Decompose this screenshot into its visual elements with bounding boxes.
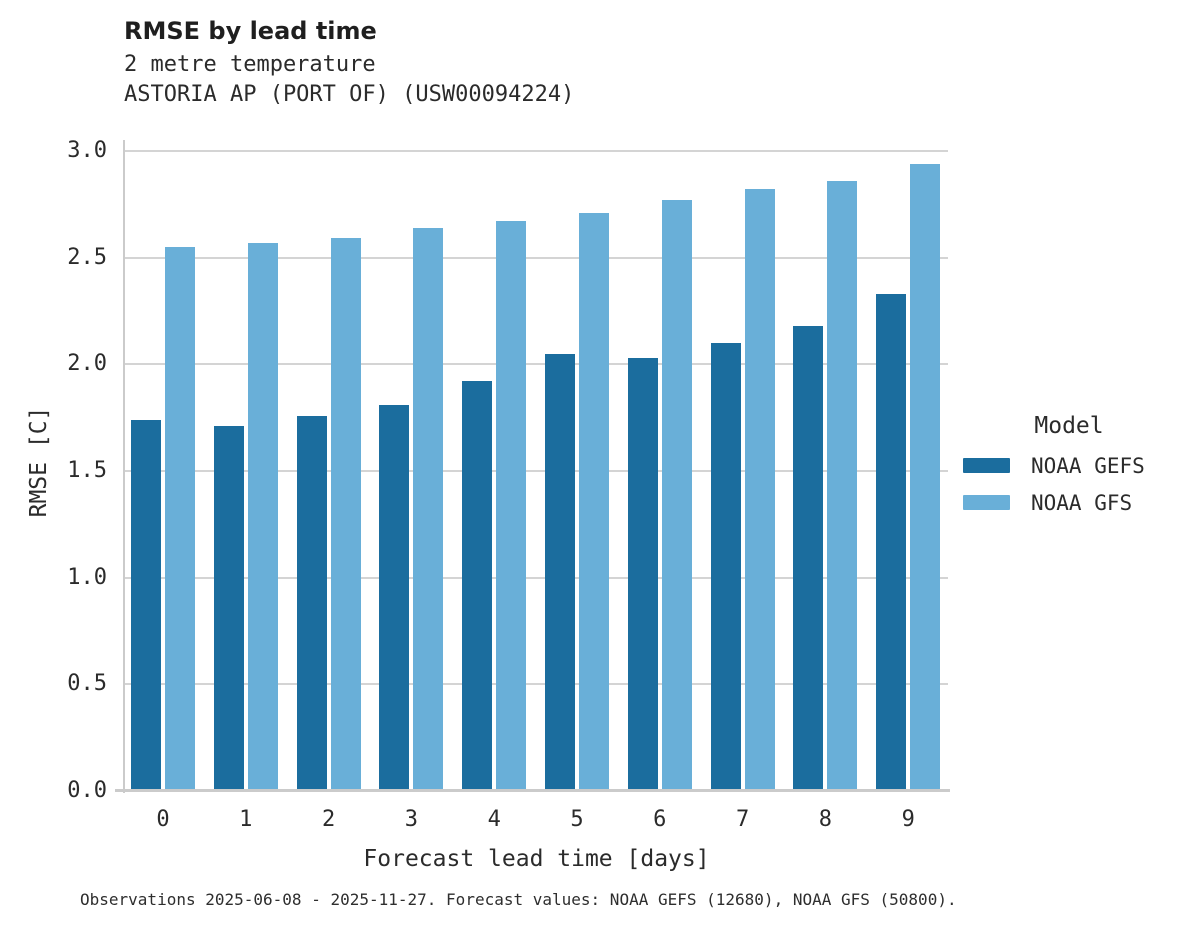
- x-tick-6: 6: [653, 807, 667, 832]
- x-tick-0: 0: [156, 807, 170, 832]
- gridline-y-2.0: [125, 363, 948, 366]
- legend-label-noaa-gefs: NOAA GEFS: [1031, 453, 1145, 478]
- gridline-y-0.5: [125, 683, 948, 686]
- bar-noaa-gfs-1: [247, 242, 278, 791]
- y-tick-3.0: 3.0: [67, 138, 107, 163]
- x-axis-spine: [115, 789, 950, 792]
- legend-title: Model: [1034, 413, 1104, 439]
- y-tick-1.0: 1.0: [67, 564, 107, 590]
- gridline-y-2.5: [125, 256, 948, 259]
- bar-noaa-gefs-6: [627, 357, 658, 791]
- x-tick-7: 7: [735, 807, 750, 832]
- bar-noaa-gefs-5: [545, 353, 575, 791]
- y-tick-2.0: 2.0: [67, 351, 107, 377]
- bar-noaa-gfs-0: [165, 247, 195, 791]
- chart-subtitle-station: ASTORIA AP (PORT OF) (USW00094224): [124, 82, 575, 107]
- y-tick-0.0: 0.0: [67, 778, 107, 803]
- x-axis-title: Forecast lead time [days]: [363, 846, 710, 872]
- y-tick-0.5: 0.5: [67, 671, 107, 697]
- x-tick-4: 4: [487, 807, 501, 832]
- y-tick-1.5: 1.5: [67, 458, 107, 483]
- bar-noaa-gfs-5: [579, 212, 609, 791]
- bar-noaa-gefs-7: [710, 343, 741, 791]
- x-tick-5: 5: [570, 807, 584, 832]
- x-tick-8: 8: [818, 807, 833, 832]
- legend-swatch-noaa-gfs: [963, 495, 1010, 510]
- y-tick-2.5: 2.5: [67, 244, 107, 270]
- caption: Observations 2025-06-08 - 2025-11-27. Fo…: [80, 890, 957, 909]
- bar-noaa-gefs-8: [793, 325, 824, 791]
- bar-noaa-gfs-6: [661, 200, 692, 791]
- plot-area: [125, 140, 948, 791]
- legend-entry-noaa-gefs: NOAA GEFS: [963, 453, 1175, 478]
- gridline-y-3.0: [125, 150, 948, 152]
- bar-noaa-gfs-3: [413, 227, 444, 791]
- bar-noaa-gefs-2: [296, 415, 327, 791]
- bar-noaa-gefs-0: [131, 419, 161, 791]
- bar-noaa-gefs-3: [379, 404, 410, 791]
- bar-noaa-gfs-9: [910, 163, 941, 791]
- x-tick-2: 2: [321, 807, 336, 832]
- x-tick-1: 1: [239, 807, 253, 832]
- bar-noaa-gfs-4: [496, 221, 527, 791]
- chart-subtitle-variable: 2 metre temperature: [124, 52, 376, 77]
- gridline-y-1.5: [125, 470, 948, 472]
- x-tick-3: 3: [404, 807, 419, 832]
- bar-noaa-gfs-7: [744, 189, 775, 791]
- chart-title: RMSE by lead time: [124, 17, 377, 45]
- bar-noaa-gfs-2: [330, 238, 361, 791]
- bar-noaa-gefs-4: [462, 381, 493, 791]
- bar-noaa-gefs-1: [213, 426, 244, 791]
- legend-entry-noaa-gfs: NOAA GFS: [963, 490, 1175, 515]
- legend-entries: NOAA GEFS NOAA GFS: [963, 453, 1175, 515]
- legend-swatch-noaa-gefs: [963, 458, 1010, 473]
- x-tick-9: 9: [901, 807, 915, 832]
- legend: Model NOAA GEFS NOAA GFS: [963, 413, 1175, 515]
- gridline-y-1.0: [125, 576, 948, 579]
- bar-noaa-gefs-9: [876, 293, 907, 791]
- legend-label-noaa-gfs: NOAA GFS: [1031, 490, 1133, 515]
- bar-noaa-gfs-8: [827, 180, 858, 791]
- y-axis-spine: [123, 140, 125, 793]
